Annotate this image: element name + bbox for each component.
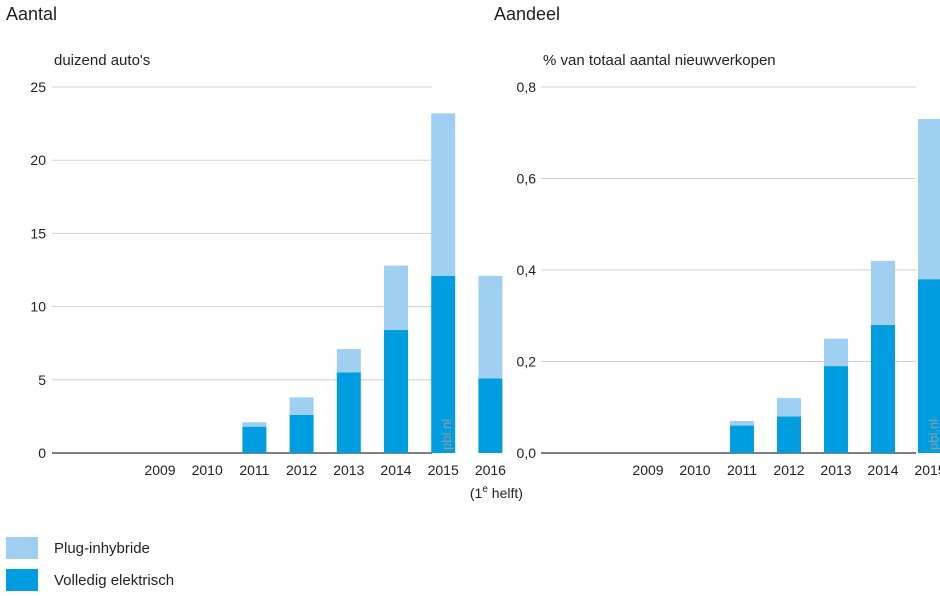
left-y-tick-label: 20: [30, 152, 46, 168]
legend-item-plug-in: Plug-inhybride: [6, 532, 174, 564]
right-bar-plug-in-2015: [918, 119, 940, 280]
right-bar-plug-in-2011: [730, 420, 754, 426]
charts-canvas: 0 5 10 15 20 25 2009 2010 2011 2012 2013 2014 2015 20…: [30, 79, 940, 501]
left-y-tick-label: 5: [38, 372, 46, 388]
left-bar-electric-2014: [384, 330, 408, 453]
left-y-tick-label: 10: [30, 299, 46, 315]
right-x-tick-label: 2013: [820, 462, 851, 478]
right-bar-chart: 0,0 0,2 0,4 0,6 0,8 2009 2010 2011 2012 2013 2014 2…: [517, 79, 940, 478]
left-bar-plug-in-2012: [289, 397, 314, 415]
legend-swatch-electric: [6, 569, 38, 591]
right-x-tick-label: 2009: [632, 462, 663, 478]
right-x-tick-label: 2015: [914, 462, 940, 478]
right-y-unit-label: % van totaal aantal nieuwverkopen: [543, 52, 776, 69]
left-panel-title: Aantal: [6, 4, 58, 24]
left-x-tick-label: 2016: [475, 462, 506, 478]
right-bar-plug-in-2012: [777, 398, 801, 417]
left-x-tick-label: 2010: [192, 462, 223, 478]
left-x-tick-label: 2011: [239, 462, 269, 478]
left-x-tick-label: 2012: [286, 462, 317, 478]
right-y-tick-label: 0,2: [517, 354, 537, 370]
legend-item-electric: Volledig elektrisch: [6, 564, 174, 596]
right-x-tick-label: 2011: [727, 462, 757, 478]
left-y-unit-label: duizend auto's: [54, 52, 151, 69]
right-x-tick-label: 2010: [679, 462, 710, 478]
right-x-tick-label: 2014: [867, 462, 898, 478]
left-bar-plug-in-2015: [431, 113, 456, 276]
left-bar-plug-in-2011: [242, 422, 267, 427]
right-bar-plug-in-2013: [824, 338, 848, 367]
left-x-tick-label: 2009: [144, 462, 175, 478]
right-watermark: pbl.nl: [926, 419, 940, 450]
legend-swatch-plug-in: [6, 537, 38, 559]
left-watermark: pbl.nl: [439, 419, 454, 450]
left-x-tick-label: 2015: [428, 462, 459, 478]
right-y-tick-label: 0,8: [517, 79, 537, 95]
left-bar-electric-2011: [242, 426, 267, 453]
left-bar-plug-in-2016: [478, 275, 503, 379]
right-bar-electric-2011: [730, 425, 754, 453]
left-y-tick-label: 15: [30, 225, 46, 241]
left-bar-chart: 0 5 10 15 20 25 2009 2010 2011 2012 2013 2014 2015 20…: [30, 79, 522, 501]
right-y-tick-label: 0,4: [517, 262, 537, 278]
right-bar-electric-2014: [871, 324, 895, 453]
left-y-tick-label: 25: [30, 79, 46, 95]
left-y-tick-label: 0: [38, 445, 46, 461]
left-x-tick-sublabel: (1e helft): [470, 484, 523, 501]
right-panel-title: Aandeel: [494, 4, 561, 24]
right-y-tick-label: 0,0: [517, 445, 537, 461]
right-x-tick-label: 2012: [773, 462, 804, 478]
legend: Plug-inhybride Volledig elektrisch: [6, 532, 174, 596]
left-bar-electric-2015: [431, 275, 456, 453]
right-bar-electric-2015: [918, 279, 940, 453]
right-y-tick-label: 0,6: [517, 171, 537, 187]
right-bar-electric-2012: [777, 416, 801, 453]
left-bar-plug-in-2013: [336, 349, 361, 373]
legend-label-plug-in: Plug-inhybride: [54, 539, 150, 557]
left-bar-plug-in-2014: [384, 265, 408, 331]
legend-label-electric: Volledig elektrisch: [54, 571, 175, 589]
left-bar-electric-2016: [478, 378, 503, 453]
right-bar-plug-in-2014: [871, 260, 895, 325]
left-bar-electric-2012: [289, 414, 314, 453]
left-bar-electric-2013: [336, 372, 361, 453]
left-x-tick-label: 2013: [333, 462, 364, 478]
right-bar-electric-2013: [824, 366, 848, 453]
left-x-tick-label: 2014: [380, 462, 411, 478]
